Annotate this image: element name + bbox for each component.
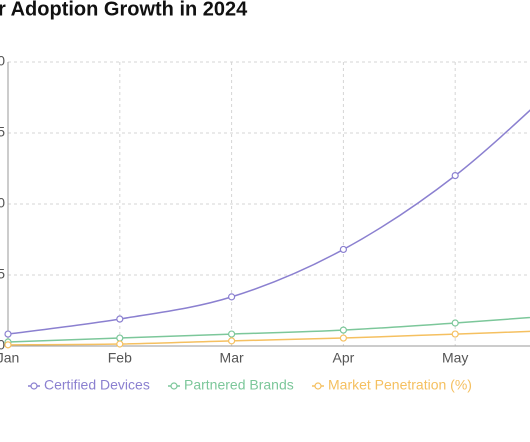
series-line xyxy=(7,330,530,346)
legend-marker xyxy=(30,382,38,390)
legend-label: Market Penetration (%) xyxy=(328,377,472,393)
y-tick-label: 25 xyxy=(0,266,5,282)
chart-title: r Adoption Growth in 2024 xyxy=(0,0,248,20)
series-line xyxy=(7,316,530,343)
x-tick-label: Feb xyxy=(108,350,132,366)
y-tick-label: 100 xyxy=(0,53,5,69)
point xyxy=(228,337,236,345)
point xyxy=(339,334,347,342)
point xyxy=(451,172,459,180)
point xyxy=(4,330,12,338)
x-tick-label: Jan xyxy=(0,350,19,366)
point xyxy=(339,326,347,334)
point xyxy=(451,330,459,338)
point xyxy=(4,341,12,349)
series-line xyxy=(7,109,530,335)
point xyxy=(451,319,459,327)
point xyxy=(339,245,347,254)
legend-marker xyxy=(314,382,322,390)
point xyxy=(228,330,236,338)
y-tick-label: 0 xyxy=(0,337,5,353)
x-tick-label: Apr xyxy=(333,350,355,366)
y-tick-label: 50 xyxy=(0,195,5,211)
legend-label: Certified Devices xyxy=(44,377,150,393)
legend-marker xyxy=(170,382,178,390)
point xyxy=(116,315,124,323)
point xyxy=(116,340,124,348)
point xyxy=(116,334,124,342)
y-tick-label: 75 xyxy=(0,124,5,140)
point xyxy=(228,293,236,301)
x-tick-label: Mar xyxy=(220,350,244,366)
x-tick-label: May xyxy=(442,350,468,366)
legend-label: Partnered Brands xyxy=(184,377,294,393)
